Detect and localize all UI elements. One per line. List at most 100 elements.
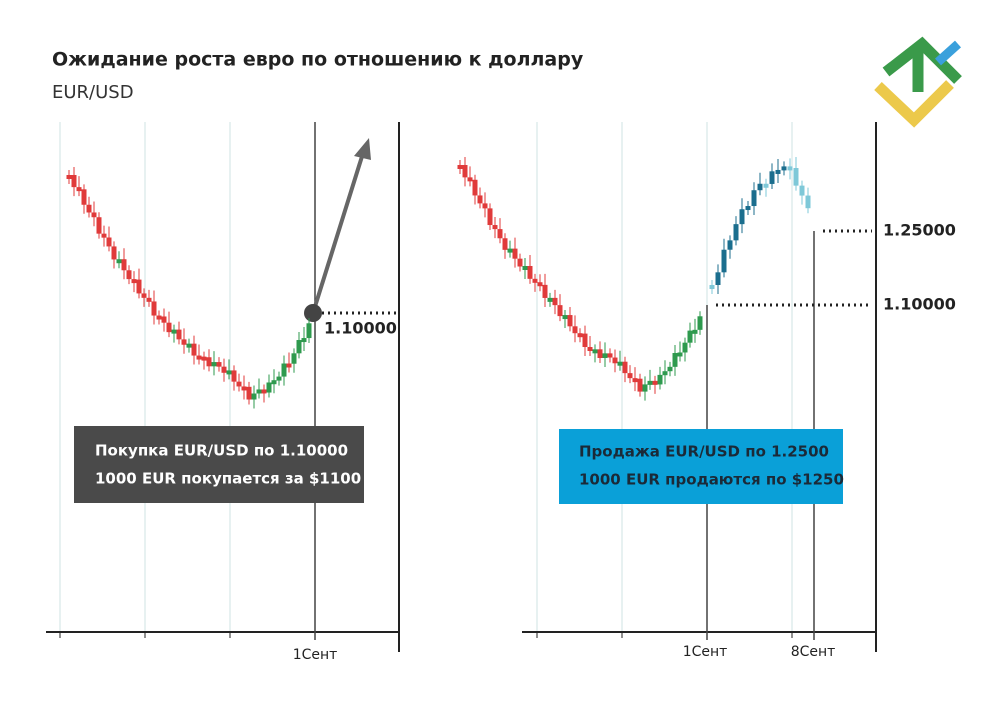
candle (567, 315, 573, 327)
candle (472, 179, 478, 196)
candle (667, 366, 673, 372)
candle (597, 349, 603, 358)
candle (612, 357, 618, 364)
candle (276, 376, 282, 381)
candle (557, 305, 563, 317)
candle (467, 177, 473, 182)
candle (547, 297, 553, 302)
candle (296, 340, 302, 354)
candle (622, 361, 628, 374)
candle (769, 171, 775, 184)
candle (637, 378, 643, 392)
candle (497, 229, 503, 239)
candle (745, 206, 751, 211)
candle (231, 370, 237, 382)
candle (241, 386, 247, 391)
candle (512, 248, 518, 259)
candle (492, 225, 498, 230)
candle (266, 382, 272, 393)
candle (66, 175, 72, 179)
candle (592, 349, 598, 354)
candle (126, 270, 132, 280)
candle (96, 217, 102, 234)
candle (733, 224, 739, 241)
info-text: Продажа EUR/USD по 1.2500 (579, 443, 829, 461)
candle (261, 389, 267, 394)
candle (627, 373, 633, 379)
candle (607, 353, 613, 358)
arrow-head (354, 138, 371, 160)
candle (652, 380, 658, 385)
arrow (311, 149, 366, 314)
info-text: 1000 EUR продаются по $1250 (579, 471, 844, 489)
x-label: 1Сент (293, 647, 338, 663)
logo (874, 36, 962, 128)
candle (522, 266, 528, 271)
candle (572, 326, 578, 334)
candle (121, 259, 127, 271)
candle (106, 237, 112, 247)
price-label: 1.25000 (883, 221, 956, 240)
candle (216, 362, 222, 367)
candle (306, 323, 312, 339)
candle (617, 361, 623, 366)
candle (71, 175, 77, 188)
candle (482, 203, 488, 209)
candle (156, 315, 162, 320)
candle (251, 393, 257, 400)
candle (457, 165, 463, 169)
candle (91, 212, 97, 218)
candle (136, 279, 142, 294)
candles (457, 157, 811, 401)
x-label: 8Сент (791, 644, 836, 660)
candle (131, 279, 137, 284)
candle (632, 378, 638, 383)
candle (692, 329, 698, 334)
candle (799, 185, 805, 196)
candle (577, 333, 583, 338)
candles (66, 167, 312, 409)
candle (81, 189, 87, 205)
candle (552, 297, 558, 306)
candle (647, 380, 653, 385)
candle (709, 285, 715, 289)
candle (271, 380, 277, 385)
entry-point (304, 304, 322, 322)
candle (226, 370, 232, 375)
candle (76, 187, 82, 192)
candle (221, 366, 227, 373)
candle (727, 240, 733, 250)
candle (487, 208, 493, 226)
candle (775, 169, 781, 174)
price-label: 1.10000 (883, 295, 956, 314)
candle (211, 362, 217, 367)
candle (256, 389, 262, 394)
candle (246, 386, 252, 400)
left-panel: 1Сент 1.10000 Покупка EUR/USD по 1.10000… (46, 122, 400, 663)
candle (672, 353, 678, 367)
candle (196, 355, 202, 360)
candle (682, 342, 688, 353)
candle (517, 258, 523, 267)
subtitle: EUR/USD (52, 82, 134, 103)
candle (662, 371, 668, 376)
candle (151, 301, 157, 316)
candle (462, 165, 468, 178)
candle (141, 293, 147, 298)
candle (721, 249, 727, 273)
info-box (74, 426, 364, 503)
info-text: 1000 EUR покупается за $1100 (95, 470, 361, 488)
candle (86, 204, 92, 213)
candle (763, 183, 769, 188)
candle (281, 363, 287, 377)
candle (161, 316, 167, 323)
candle (739, 209, 745, 225)
candle (286, 363, 292, 368)
candle (101, 233, 107, 238)
candle (146, 297, 152, 302)
candle (787, 166, 793, 171)
candle (191, 343, 197, 356)
candle (697, 316, 703, 330)
candle (602, 353, 608, 358)
